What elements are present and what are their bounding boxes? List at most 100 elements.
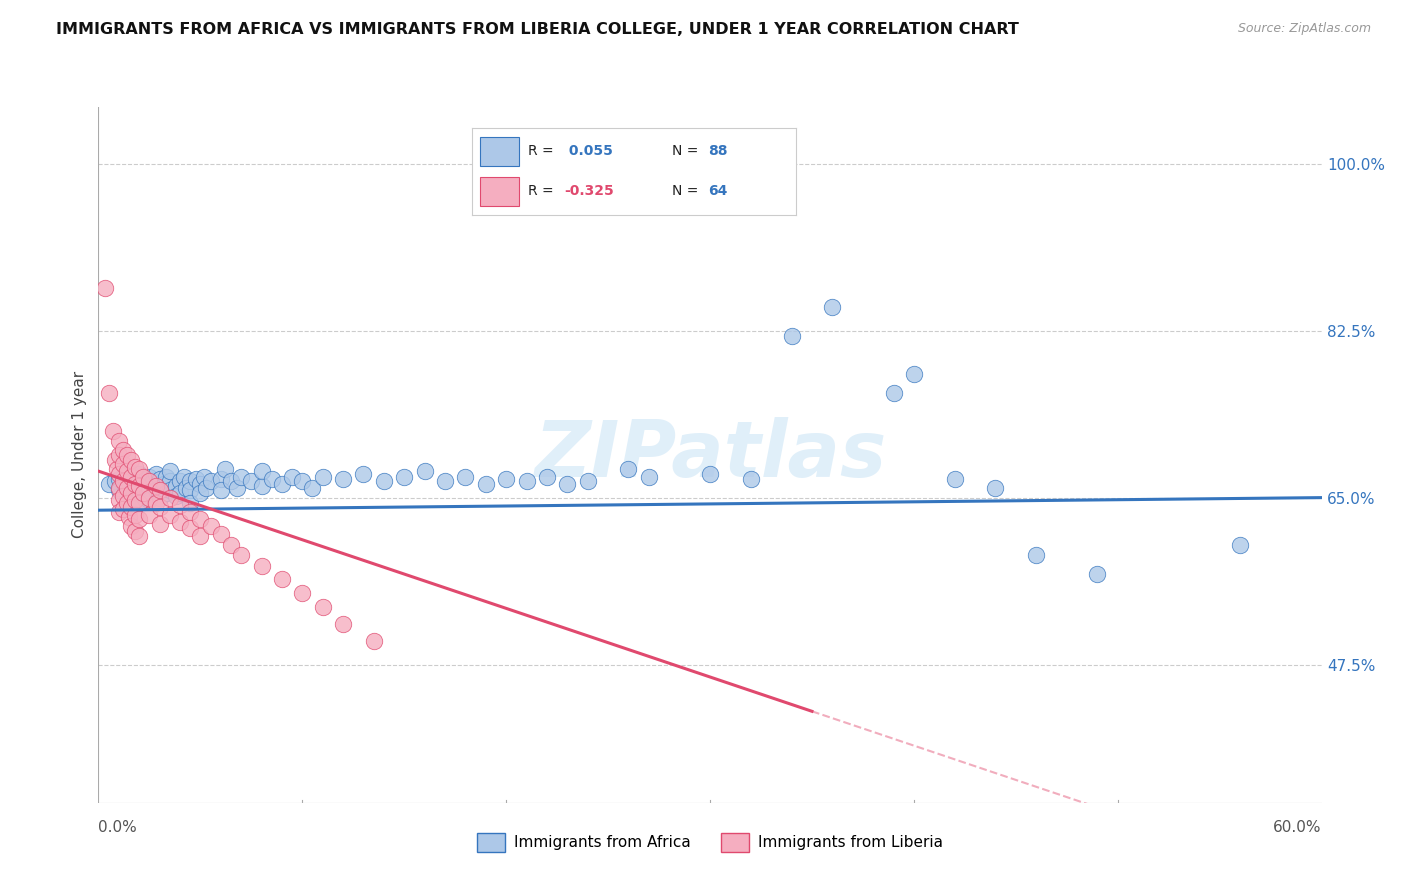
Point <box>740 472 762 486</box>
Point <box>780 328 803 343</box>
Point <box>200 519 222 533</box>
Point <box>111 502 134 516</box>
Point <box>111 458 134 472</box>
Point <box>118 509 141 524</box>
Point <box>138 508 160 522</box>
Point <box>120 500 142 515</box>
Point <box>516 474 538 488</box>
Point <box>138 470 160 484</box>
Point <box>188 529 212 543</box>
Point <box>231 470 253 484</box>
Text: 0.0%: 0.0% <box>98 820 138 835</box>
Point <box>1025 548 1047 562</box>
Point <box>281 470 304 484</box>
Point <box>128 474 150 488</box>
Point <box>352 467 374 481</box>
Point <box>195 481 218 495</box>
Point <box>699 467 721 481</box>
Point <box>159 491 181 505</box>
Point <box>373 474 395 488</box>
Point <box>132 481 155 495</box>
Point <box>124 476 146 491</box>
Point <box>138 474 160 488</box>
Point <box>149 481 172 495</box>
Point <box>495 472 517 486</box>
Point <box>984 481 1007 495</box>
Point <box>159 483 181 498</box>
Point <box>179 483 201 498</box>
Point <box>128 529 150 543</box>
Point <box>124 491 146 505</box>
Point <box>145 483 167 498</box>
Point <box>240 474 263 488</box>
Point <box>193 470 215 484</box>
Point <box>120 470 142 484</box>
Point <box>128 479 150 493</box>
Point <box>557 476 579 491</box>
Point <box>209 483 232 498</box>
Point <box>111 489 134 503</box>
Point <box>179 521 201 535</box>
Text: IMMIGRANTS FROM AFRICA VS IMMIGRANTS FROM LIBERIA COLLEGE, UNDER 1 YEAR CORRELAT: IMMIGRANTS FROM AFRICA VS IMMIGRANTS FRO… <box>56 22 1019 37</box>
Point <box>128 495 150 509</box>
Point <box>124 524 146 538</box>
Point <box>250 479 273 493</box>
Point <box>186 472 208 486</box>
Point <box>188 486 212 500</box>
Point <box>226 481 249 495</box>
Point <box>209 527 232 541</box>
Point <box>1351 157 1374 171</box>
Point <box>332 616 354 631</box>
Point <box>270 476 294 491</box>
Point <box>108 483 131 498</box>
Point <box>219 539 242 553</box>
Point <box>169 486 191 500</box>
Point <box>120 452 142 467</box>
Point <box>108 434 131 448</box>
Point <box>159 464 181 478</box>
Point <box>363 633 385 648</box>
Point <box>122 479 145 493</box>
Point <box>138 491 160 505</box>
Point <box>145 495 167 509</box>
Point <box>128 467 150 481</box>
Legend: Immigrants from Africa, Immigrants from Liberia: Immigrants from Africa, Immigrants from … <box>471 827 949 858</box>
Point <box>118 475 141 489</box>
Point <box>149 483 172 498</box>
Point <box>821 300 844 314</box>
Point <box>111 474 134 488</box>
Point <box>165 489 187 503</box>
Point <box>250 464 273 478</box>
Point <box>301 481 323 495</box>
Point <box>115 448 138 462</box>
Point <box>111 443 134 458</box>
Point <box>120 486 142 500</box>
Point <box>115 464 138 478</box>
Point <box>105 462 128 476</box>
Point <box>173 470 195 484</box>
Point <box>149 491 172 505</box>
Point <box>149 500 172 515</box>
Point <box>231 548 253 562</box>
Point <box>155 470 177 484</box>
Text: Source: ZipAtlas.com: Source: ZipAtlas.com <box>1237 22 1371 36</box>
Point <box>209 472 232 486</box>
Point <box>179 495 201 509</box>
Point <box>97 386 120 401</box>
Point <box>108 472 131 486</box>
Point <box>312 600 335 615</box>
Point <box>214 462 236 476</box>
Point <box>145 479 167 493</box>
Point <box>124 492 146 507</box>
Point <box>250 559 273 574</box>
Point <box>169 515 191 529</box>
Point <box>638 470 661 484</box>
Point <box>576 474 599 488</box>
Point <box>159 474 181 488</box>
Point <box>124 460 146 475</box>
Point <box>145 467 167 481</box>
Point <box>115 481 138 495</box>
Point <box>291 586 314 600</box>
Point <box>188 476 212 491</box>
Point <box>219 474 242 488</box>
